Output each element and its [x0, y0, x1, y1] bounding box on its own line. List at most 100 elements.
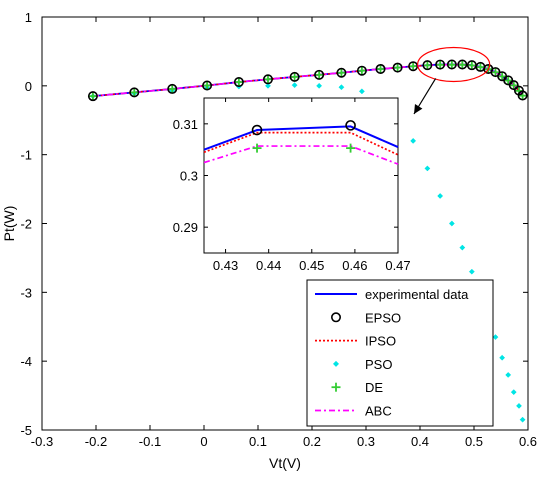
legend-label: EPSO	[365, 310, 401, 325]
epso-point	[356, 65, 367, 76]
x-tick-label: 0	[200, 434, 207, 449]
pso-point	[459, 244, 466, 251]
de-point	[509, 81, 518, 90]
epso-point	[87, 91, 98, 102]
y-tick-label: -2	[20, 217, 32, 232]
de-point	[447, 60, 456, 69]
legend-entry-pso: PSO	[333, 357, 392, 372]
inset-x-tick-label: 0.45	[299, 258, 324, 273]
inset-x-tick-label: 0.46	[342, 258, 367, 273]
epso-point	[422, 60, 433, 71]
de-point	[491, 68, 500, 77]
legend-entry-epso: EPSO	[330, 310, 401, 325]
inset-y-tick-label: 0.29	[173, 220, 198, 235]
main-plot: -0.3 -0.2 -0.1 0 0.1 0.2 0.3 0.4 0.5 0.6 -5 -4 -3 -2 -…	[1, 10, 537, 471]
inset-de-point	[346, 143, 356, 153]
zoom-region-ellipse	[417, 46, 491, 83]
inset-x-tick-label: 0.44	[256, 258, 281, 273]
legend-label: experimental data	[365, 287, 469, 302]
y-tick-label: 0	[25, 79, 32, 94]
series-ipso-line	[92, 63, 524, 97]
zoom-callout	[413, 46, 491, 115]
pso-point	[410, 137, 417, 144]
zoom-arrow-head	[414, 104, 423, 114]
x-axis-label: Vt(V)	[269, 455, 301, 471]
epso-point	[129, 87, 140, 98]
de-point	[168, 84, 177, 93]
epso-point	[314, 69, 325, 80]
de-point	[315, 70, 324, 79]
de-point	[263, 75, 272, 84]
epso-point	[392, 62, 403, 73]
de-point	[498, 72, 507, 81]
de-point	[88, 92, 97, 101]
inset-series-experimental-data-line	[203, 125, 399, 151]
pso-point	[437, 193, 444, 199]
legend-swatch-diamond	[333, 360, 339, 367]
x-tick-label: 0.4	[411, 434, 429, 449]
pso-point	[519, 416, 526, 423]
legend-box	[306, 279, 494, 427]
inset-x-tick-label: 0.43	[213, 258, 238, 273]
legend-label: PSO	[365, 357, 392, 372]
epso-point	[375, 63, 386, 74]
de-point	[130, 88, 139, 97]
x-tick-label: 0.2	[303, 434, 321, 449]
de-point	[504, 76, 513, 85]
inset-epso-point	[251, 124, 263, 136]
de-point	[393, 63, 402, 72]
epso-point	[457, 59, 468, 70]
inset-y-tick-label: 0.31	[173, 117, 198, 132]
legend-label: ABC	[365, 404, 392, 419]
legend-entry-de: DE	[331, 380, 383, 395]
de-point	[357, 66, 366, 75]
legend-label: IPSO	[365, 334, 396, 349]
de-point	[234, 78, 243, 87]
pso-point	[499, 354, 506, 361]
y-tick-label: 1	[25, 10, 32, 25]
pso-point	[505, 371, 512, 378]
pso-point	[492, 334, 499, 341]
epso-point	[202, 80, 213, 91]
legend-swatch-circle	[330, 312, 341, 323]
de-point	[467, 61, 476, 70]
epso-point	[435, 59, 446, 70]
inset-series-ipso-line	[203, 131, 399, 156]
de-point	[337, 68, 346, 77]
y-tick-label: -5	[20, 423, 32, 438]
x-tick-label: -0.3	[31, 434, 53, 449]
pso-point	[265, 82, 271, 89]
y-tick-label: -3	[20, 285, 32, 300]
epso-point	[167, 83, 178, 94]
x-tick-label: -0.1	[139, 434, 161, 449]
inset-series-abc-line	[203, 145, 399, 165]
epso-point	[446, 59, 457, 70]
inset-plot-frame	[203, 97, 399, 254]
de-point	[476, 63, 485, 72]
legend-entry-ipso: IPSO	[315, 334, 396, 349]
inset-y-tick-label: 0.3	[180, 169, 198, 184]
legend-entry-abc: ABC	[315, 404, 392, 419]
y-tick-label: -4	[20, 354, 32, 369]
x-tick-label: 0.1	[249, 434, 267, 449]
epso-point	[503, 75, 514, 86]
de-point	[203, 81, 212, 90]
pso-point	[424, 165, 431, 172]
de-point	[423, 61, 432, 70]
pso-point	[468, 268, 475, 275]
legend: experimental data EPSO IPSO PSO DE ABC	[306, 279, 494, 427]
y-tick-label: -1	[20, 148, 32, 163]
inset-x-tick-label: 0.47	[385, 258, 410, 273]
epso-point	[336, 67, 347, 78]
pso-point	[338, 84, 345, 91]
de-point	[290, 72, 299, 81]
epso-point	[262, 74, 273, 85]
de-point	[458, 60, 467, 69]
legend-label: DE	[365, 380, 383, 395]
x-tick-label: 0.6	[519, 434, 537, 449]
y-axis-label: Pt(W)	[1, 206, 17, 242]
pso-point	[316, 82, 323, 89]
pso-point	[516, 402, 522, 409]
legend-entry-experimental-data: experimental data	[315, 287, 469, 302]
